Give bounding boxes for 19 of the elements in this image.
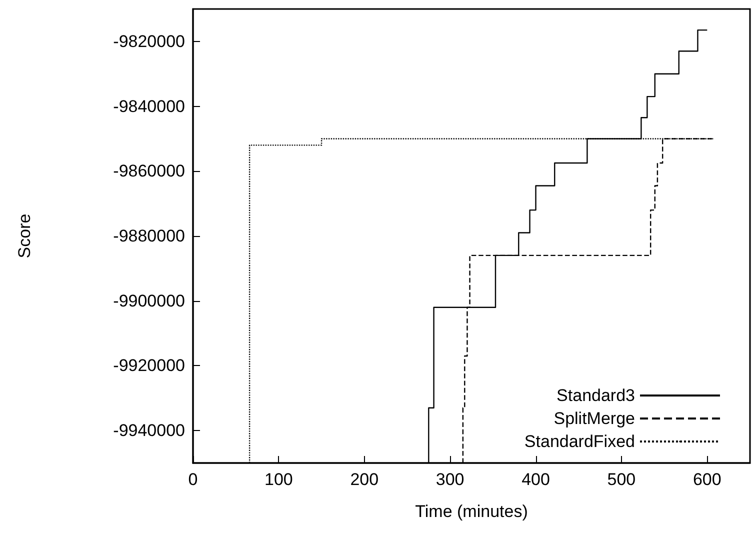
y-tick-label: -9840000 [113,96,185,116]
legend-label: StandardFixed [524,432,635,451]
x-tick-label: 600 [692,470,722,489]
y-axis-title: Score [15,214,34,258]
y-tick-label: -9920000 [113,356,185,376]
legend-label: SplitMerge [554,409,635,428]
y-tick-label: -9900000 [113,291,185,310]
y-tick-label: -9940000 [113,421,185,440]
x-tick-label: 500 [607,470,636,489]
x-tick-label: 400 [522,470,550,489]
x-tick-label: 0 [188,470,198,489]
y-tick-label: -9820000 [113,32,185,51]
x-tick-label: 100 [264,470,293,489]
y-tick-label: -9860000 [113,162,185,181]
legend-label: Standard3 [556,386,635,405]
x-tick-label: 300 [436,470,464,489]
x-axis-title: Time (minutes) [415,502,528,521]
x-tick-label: 200 [350,470,379,489]
y-tick-label: -9880000 [113,226,185,246]
